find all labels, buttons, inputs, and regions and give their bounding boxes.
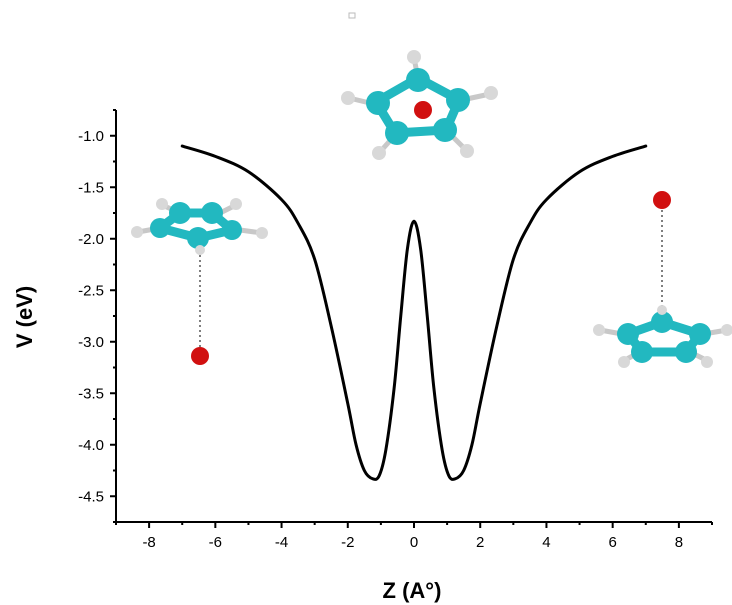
left-carbon-1 xyxy=(150,218,170,238)
x-tick-label: -4 xyxy=(275,534,288,551)
center-hydrogen-5 xyxy=(460,144,474,158)
right-carbon-1 xyxy=(617,323,639,345)
center-hydrogen-1 xyxy=(407,50,421,64)
right-hydrogen-2 xyxy=(721,324,732,336)
center-hydrogen-2 xyxy=(341,91,355,105)
x-axis-title: Z (A°) xyxy=(383,578,442,603)
y-tick-label: -2.0 xyxy=(78,231,104,248)
center-hydrogen-4 xyxy=(372,146,386,160)
left-hydrogen-4 xyxy=(256,227,268,239)
y-tick-label: -4.0 xyxy=(78,437,104,454)
y-axis-title: V (eV) xyxy=(12,286,37,348)
x-tick-label: -2 xyxy=(341,534,354,551)
y-tick-label: -3.5 xyxy=(78,385,104,402)
center-carbon-1 xyxy=(406,68,430,92)
y-tick-label: -3.0 xyxy=(78,334,104,351)
y-tick-label: -1.0 xyxy=(78,128,104,145)
center-hydrogen-3 xyxy=(484,86,498,100)
series-line-0 xyxy=(180,144,648,481)
right-hydrogen-3 xyxy=(618,356,630,368)
right-hydrogen-1 xyxy=(593,324,605,336)
axes: -1.0 -1.5 -2.0 -2.5 -3.0 -3.5 -4.0 -4.5 -8 -6 -4 -2… xyxy=(78,109,713,551)
right-atom xyxy=(653,191,671,209)
center-molecule-illustration xyxy=(341,50,498,160)
left-carbon-3 xyxy=(201,202,223,224)
left-atom xyxy=(191,347,209,365)
x-tick-label: -6 xyxy=(209,534,222,551)
right-carbon-2 xyxy=(651,311,673,333)
left-carbon-4 xyxy=(222,220,242,240)
left-hydrogen-3 xyxy=(230,198,242,210)
left-molecule-illustration xyxy=(131,198,268,365)
x-tick-label: 2 xyxy=(476,534,484,551)
center-atom xyxy=(414,101,432,119)
left-carbon-2 xyxy=(169,202,191,224)
left-carbon-5 xyxy=(187,227,209,249)
x-tick-label: 0 xyxy=(410,534,418,551)
right-hydrogen-5 xyxy=(657,305,667,315)
x-tick-label: 4 xyxy=(542,534,550,551)
x-tick-label: -8 xyxy=(142,534,155,551)
right-carbon-4 xyxy=(675,341,697,363)
y-tick-label: -1.5 xyxy=(78,179,104,196)
center-carbon-2 xyxy=(366,91,390,115)
plot-area xyxy=(180,144,648,481)
y-tick-label: -2.5 xyxy=(78,282,104,299)
left-hydrogen-2 xyxy=(156,198,168,210)
center-carbon-5 xyxy=(446,88,470,112)
center-carbon-3 xyxy=(385,121,409,145)
left-hydrogen-1 xyxy=(131,226,143,238)
right-hydrogen-4 xyxy=(701,356,713,368)
right-molecule-illustration xyxy=(593,191,732,368)
right-carbon-5 xyxy=(631,341,653,363)
x-tick-label: 6 xyxy=(608,534,616,551)
y-tick-label: -4.5 xyxy=(78,488,104,505)
left-hydrogen-5 xyxy=(195,245,205,255)
right-carbon-3 xyxy=(689,323,711,345)
top-marker-icon xyxy=(348,12,356,19)
x-tick-label: 8 xyxy=(675,534,683,551)
center-carbon-4 xyxy=(433,118,457,142)
